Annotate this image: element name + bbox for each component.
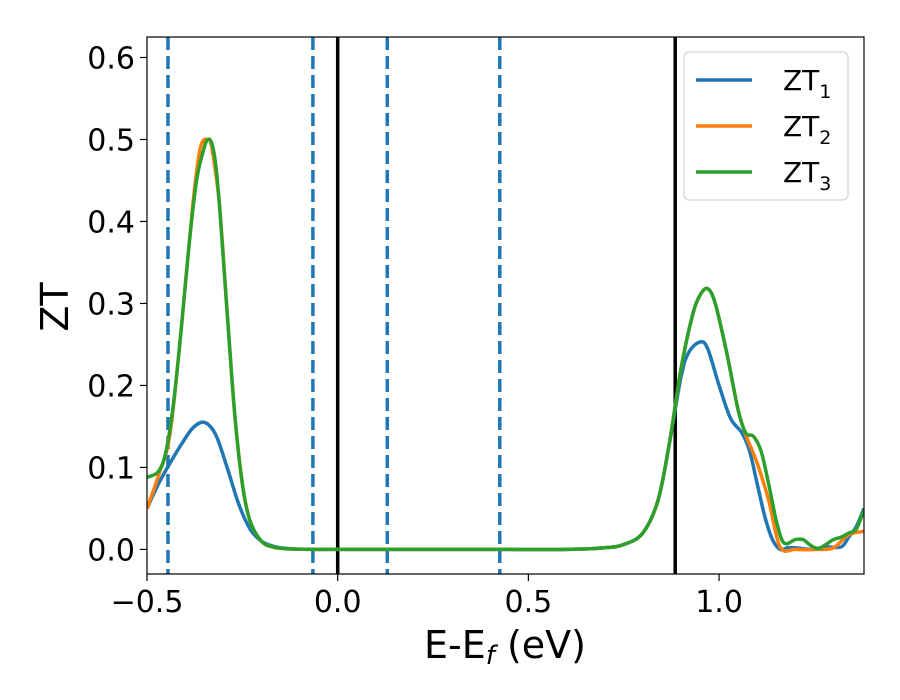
x-axis-title: E-Ef (eV) [424,623,586,671]
series-line-3 [147,137,864,552]
series-line-2 [147,137,864,553]
reference-lines [166,37,677,574]
plot-frame [146,36,865,575]
x-tick-label: 0.0 [314,585,362,620]
legend-box [683,51,849,201]
series-curves [147,137,864,553]
legend: ZT1 ZT2 ZT3 [683,51,849,201]
legend-label-2: ZT2 [783,110,831,149]
legend-label-3: ZT3 [783,156,831,195]
y-tick-label: 0.4 [87,205,135,240]
y-tick-label: 0.0 [87,533,135,568]
x-axis-ticks: −0.5 0.0 0.5 1.0 [111,574,743,620]
series-line-1 [147,339,864,552]
legend-label-1: ZT1 [783,64,831,103]
y-tick-label: 0.5 [87,123,135,158]
x-tick-label: 0.5 [505,585,553,620]
y-axis-title: ZT [33,282,77,332]
y-tick-label: 0.3 [87,287,135,322]
y-tick-label: 0.1 [87,451,135,486]
x-tick-label: −0.5 [111,585,184,620]
y-tick-label: 0.2 [87,369,135,404]
y-tick-label: 0.6 [87,41,135,76]
y-axis-ticks: 0.0 0.1 0.2 0.3 0.4 0.5 0.6 [87,41,147,568]
x-tick-label: 1.0 [695,585,743,620]
